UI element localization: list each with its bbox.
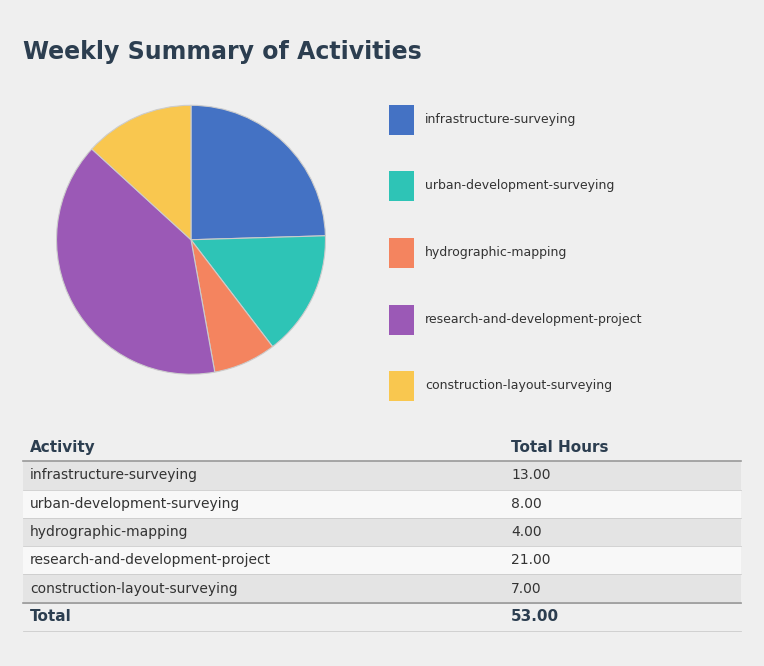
Text: urban-development-surveying: urban-development-surveying — [425, 179, 614, 192]
Text: construction-layout-surveying: construction-layout-surveying — [425, 379, 612, 392]
Wedge shape — [57, 149, 215, 374]
Bar — [389, 371, 414, 401]
Text: 8.00: 8.00 — [511, 497, 542, 511]
Text: Total Hours: Total Hours — [511, 440, 609, 455]
Text: 7.00: 7.00 — [511, 581, 542, 595]
Text: research-and-development-project: research-and-development-project — [30, 553, 271, 567]
Bar — [23, 518, 741, 546]
Text: Activity: Activity — [30, 440, 96, 455]
Wedge shape — [191, 236, 325, 346]
Bar — [23, 490, 741, 518]
Text: 13.00: 13.00 — [511, 468, 551, 482]
Text: infrastructure-surveying: infrastructure-surveying — [425, 113, 577, 126]
Bar — [23, 433, 741, 461]
Bar — [23, 461, 741, 490]
Bar — [389, 238, 414, 268]
Text: research-and-development-project: research-and-development-project — [425, 312, 643, 326]
Wedge shape — [191, 240, 273, 372]
Text: hydrographic-mapping: hydrographic-mapping — [425, 246, 568, 259]
Bar — [389, 105, 414, 135]
Text: 21.00: 21.00 — [511, 553, 551, 567]
Wedge shape — [92, 105, 191, 240]
Wedge shape — [191, 105, 325, 240]
Text: Weekly Summary of Activities: Weekly Summary of Activities — [23, 40, 422, 64]
Text: infrastructure-surveying: infrastructure-surveying — [30, 468, 198, 482]
Bar — [23, 603, 741, 631]
Text: urban-development-surveying: urban-development-surveying — [30, 497, 241, 511]
Text: hydrographic-mapping: hydrographic-mapping — [30, 525, 189, 539]
Text: 4.00: 4.00 — [511, 525, 542, 539]
Text: Total: Total — [30, 609, 72, 625]
Bar — [23, 546, 741, 574]
Text: construction-layout-surveying: construction-layout-surveying — [30, 581, 238, 595]
Bar — [23, 574, 741, 603]
Bar — [389, 305, 414, 335]
Bar — [389, 172, 414, 202]
Text: 53.00: 53.00 — [511, 609, 559, 625]
